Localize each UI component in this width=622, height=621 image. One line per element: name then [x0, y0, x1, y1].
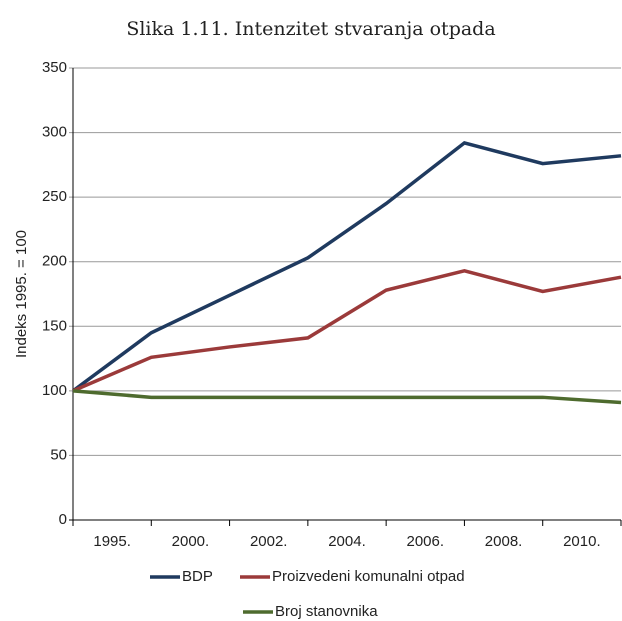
- y-axis-label: Indeks 1995. = 100: [13, 230, 30, 358]
- x-tick-label: 1995.: [93, 533, 131, 550]
- legend-label: Proizvedeni komunalni otpad: [272, 568, 465, 585]
- line-series: [72, 268, 622, 393]
- y-tick-label: 100: [42, 382, 67, 399]
- chart-title: Slika 1.11. Intenzitet stvaranja otpada: [126, 18, 495, 40]
- x-tick-label: 2004.: [328, 533, 366, 550]
- x-tick-label: 2010.: [563, 533, 601, 550]
- y-tick-label: 250: [42, 188, 67, 205]
- x-tick-label: 2000.: [172, 533, 210, 550]
- line-series: [71, 140, 622, 393]
- x-tick-label: 2006.: [407, 533, 445, 550]
- y-tick-label: 150: [42, 317, 67, 334]
- y-tick-label: 350: [42, 59, 67, 76]
- line-series: [72, 389, 622, 405]
- y-tick-label: 200: [42, 253, 67, 270]
- legend-label: BDP: [182, 568, 213, 585]
- y-tick-label: 50: [50, 446, 67, 463]
- legend-label: Broj stanovnika: [275, 603, 378, 620]
- x-tick-label: 2002.: [250, 533, 288, 550]
- y-tick-label: 300: [42, 124, 67, 141]
- y-tick-label: 0: [59, 511, 67, 528]
- x-tick-label: 2008.: [485, 533, 523, 550]
